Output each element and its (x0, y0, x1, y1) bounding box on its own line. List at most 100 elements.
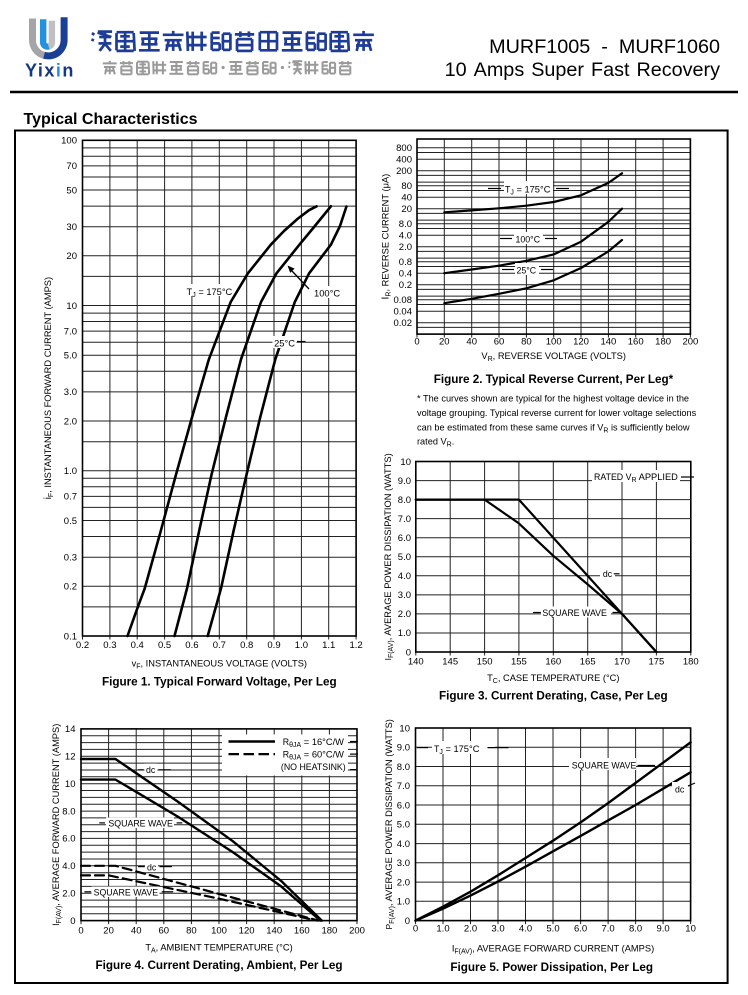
svg-text:165: 165 (580, 657, 596, 668)
svg-text:7.0: 7.0 (398, 514, 411, 525)
svg-text:3.0: 3.0 (398, 590, 411, 601)
svg-text:8.0: 8.0 (398, 495, 411, 506)
svg-text:0.2: 0.2 (76, 640, 89, 651)
svg-text:9.0: 9.0 (656, 924, 669, 935)
svg-text:80: 80 (186, 926, 197, 937)
svg-text:40: 40 (401, 193, 412, 204)
svg-text:2.0: 2.0 (464, 924, 477, 935)
svg-text:0.5: 0.5 (64, 516, 77, 527)
svg-text:0: 0 (405, 916, 410, 927)
svg-text:60: 60 (159, 926, 170, 937)
svg-text:10: 10 (399, 723, 410, 734)
svg-text:1.0: 1.0 (436, 924, 449, 935)
svg-text:40: 40 (466, 337, 477, 348)
svg-text:3.0: 3.0 (491, 924, 504, 935)
svg-text:70: 70 (66, 161, 77, 172)
svg-text:0.7: 0.7 (64, 492, 77, 503)
svg-text:0: 0 (70, 916, 75, 927)
svg-text:Figure 2. Typical Reverse Curr: Figure 2. Typical Reverse Current, Per L… (434, 373, 674, 386)
svg-text:RATED VR APPLIED: RATED VR APPLIED (594, 472, 678, 484)
svg-text:7.0: 7.0 (601, 924, 614, 935)
svg-text:vF, INSTANTANEOUS VOLTAGE (VOL: vF, INSTANTANEOUS VOLTAGE (VOLTS) (132, 659, 307, 671)
svg-text:12: 12 (65, 752, 76, 763)
svg-text:0.6: 0.6 (185, 640, 198, 651)
svg-text:180: 180 (683, 657, 699, 668)
svg-text:7.0: 7.0 (397, 781, 410, 792)
svg-text:* The curves shown are typical: * The curves shown are typical for the h… (417, 394, 689, 404)
svg-text:25°C: 25°C (517, 266, 537, 276)
svg-text:Figure 1. Typical Forward Volt: Figure 1. Typical Forward Voltage, Per L… (102, 676, 337, 689)
svg-text:0.2: 0.2 (399, 280, 412, 291)
svg-text:2.0: 2.0 (397, 877, 410, 888)
svg-text:0: 0 (78, 926, 83, 937)
svg-text:3.0: 3.0 (397, 858, 410, 869)
svg-text:0.7: 0.7 (213, 640, 226, 651)
svg-text:160: 160 (294, 926, 310, 937)
svg-text:100: 100 (211, 926, 227, 937)
svg-text:180: 180 (655, 337, 671, 348)
svg-text:200: 200 (396, 166, 412, 177)
svg-text:145: 145 (442, 657, 458, 668)
svg-text:0.2: 0.2 (64, 582, 77, 593)
svg-text:0.1: 0.1 (64, 631, 77, 642)
svg-text:4.0: 4.0 (398, 571, 411, 582)
svg-text:0.9: 0.9 (267, 640, 280, 651)
svg-text:120: 120 (573, 337, 589, 348)
svg-text:PF(AV), AVERAGE POWER DISSIPAT: PF(AV), AVERAGE POWER DISSIPATION (WATTS… (384, 719, 396, 929)
svg-text:10: 10 (685, 924, 696, 935)
svg-text:20: 20 (401, 204, 412, 215)
svg-text:0.3: 0.3 (64, 553, 77, 564)
svg-text:175: 175 (648, 657, 664, 668)
svg-text:IF(AV), AVERAGE FORWARD CURREN: IF(AV), AVERAGE FORWARD CURRENT (AMPS) (452, 944, 654, 956)
svg-text:170: 170 (614, 657, 630, 668)
svg-text:140: 140 (408, 657, 424, 668)
svg-text:Yixin: Yixin (25, 61, 75, 81)
svg-text:50: 50 (66, 185, 77, 196)
svg-text:8.0: 8.0 (62, 806, 75, 817)
svg-text:rated VR.: rated VR. (417, 437, 454, 449)
svg-text:can be estimated from these sa: can be estimated from these same curves … (417, 422, 690, 434)
svg-text:SQUARE WAVE: SQUARE WAVE (542, 608, 607, 618)
svg-text:1.0: 1.0 (397, 897, 410, 908)
svg-text:SQUARE WAVE: SQUARE WAVE (108, 818, 173, 828)
svg-text:TC, CASE TEMPERATURE (°C): TC, CASE TEMPERATURE (°C) (487, 673, 619, 685)
svg-text:800: 800 (396, 143, 412, 154)
svg-text:25°C: 25°C (274, 337, 295, 348)
svg-text:Figure 3. Current Derating, Ca: Figure 3. Current Derating, Case, Per Le… (439, 690, 668, 703)
svg-text:20: 20 (66, 251, 77, 262)
svg-text:200: 200 (349, 926, 365, 937)
svg-text:4.0: 4.0 (62, 861, 75, 872)
svg-text:100°C: 100°C (516, 235, 541, 245)
svg-text:10 Amps Super Fast Recovery: 10 Amps Super Fast Recovery (445, 59, 720, 81)
svg-text:140: 140 (266, 926, 282, 937)
svg-text:0.5: 0.5 (158, 640, 171, 651)
svg-text:0: 0 (406, 647, 411, 658)
svg-text:200: 200 (682, 337, 698, 348)
svg-text:Figure 4. Current Derating, Am: Figure 4. Current Derating, Ambient, Per… (96, 959, 343, 972)
svg-text:1.0: 1.0 (295, 640, 308, 651)
svg-text:4.0: 4.0 (399, 231, 412, 242)
svg-text:400: 400 (396, 155, 412, 166)
svg-text:1.2: 1.2 (349, 640, 362, 651)
svg-text:(NO HEATSINK): (NO HEATSINK) (281, 762, 346, 772)
svg-text:8.0: 8.0 (629, 924, 642, 935)
svg-text:0.04: 0.04 (394, 307, 413, 318)
svg-text:100°C: 100°C (314, 288, 340, 299)
svg-text:0.8: 0.8 (240, 640, 253, 651)
svg-text:1.0: 1.0 (64, 466, 77, 477)
svg-text:iF, INSTANTANEOUS FORWARD CURR: iF, INSTANTANEOUS FORWARD CURRENT (AMPS) (43, 277, 55, 499)
svg-text:7.0: 7.0 (64, 326, 77, 337)
svg-text:100: 100 (61, 136, 77, 147)
svg-text:9.0: 9.0 (398, 476, 411, 487)
svg-text:TA, AMBIENT TEMPERATURE (°C): TA, AMBIENT TEMPERATURE (°C) (145, 943, 292, 955)
svg-text:160: 160 (545, 657, 561, 668)
svg-text:6.0: 6.0 (398, 533, 411, 544)
svg-text:IF(AV), AVERAGE FORWARD CURREN: IF(AV), AVERAGE FORWARD CURRENT (AMPS) (51, 724, 63, 926)
svg-text:SQUARE WAVE: SQUARE WAVE (94, 887, 159, 897)
svg-text:8.0: 8.0 (399, 219, 412, 230)
svg-text:10: 10 (65, 779, 76, 790)
svg-text:120: 120 (239, 926, 255, 937)
svg-text:180: 180 (321, 926, 337, 937)
svg-text:160: 160 (628, 337, 644, 348)
svg-text:20: 20 (103, 926, 114, 937)
